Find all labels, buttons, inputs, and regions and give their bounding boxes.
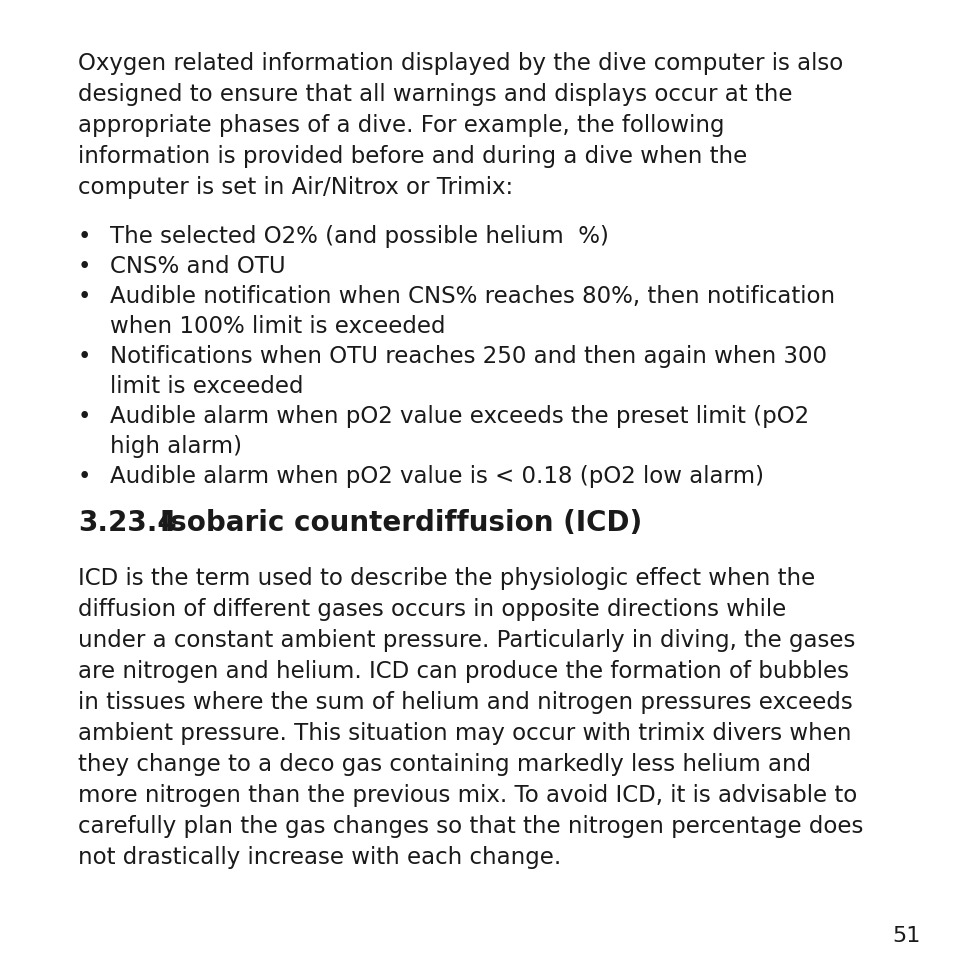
Text: more nitrogen than the previous mix. To avoid ICD, it is advisable to: more nitrogen than the previous mix. To … — [78, 783, 857, 806]
Text: carefully plan the gas changes so that the nitrogen percentage does: carefully plan the gas changes so that t… — [78, 814, 862, 837]
Text: •: • — [78, 345, 91, 368]
Text: they change to a deco gas containing markedly less helium and: they change to a deco gas containing mar… — [78, 752, 810, 775]
Text: under a constant ambient pressure. Particularly in diving, the gases: under a constant ambient pressure. Parti… — [78, 628, 855, 651]
Text: Oxygen related information displayed by the dive computer is also: Oxygen related information displayed by … — [78, 52, 842, 75]
Text: Audible notification when CNS% reaches 80%, then notification: Audible notification when CNS% reaches 8… — [110, 285, 834, 308]
Text: not drastically increase with each change.: not drastically increase with each chang… — [78, 845, 560, 868]
Text: The selected O2% (and possible helium  %): The selected O2% (and possible helium %) — [110, 225, 608, 248]
Text: Isobaric counterdiffusion (ICD): Isobaric counterdiffusion (ICD) — [160, 509, 641, 537]
Text: designed to ensure that all warnings and displays occur at the: designed to ensure that all warnings and… — [78, 83, 792, 106]
Text: Notifications when OTU reaches 250 and then again when 300: Notifications when OTU reaches 250 and t… — [110, 345, 826, 368]
Text: in tissues where the sum of helium and nitrogen pressures exceeds: in tissues where the sum of helium and n… — [78, 690, 852, 713]
Text: ambient pressure. This situation may occur with trimix divers when: ambient pressure. This situation may occ… — [78, 721, 851, 744]
Text: CNS% and OTU: CNS% and OTU — [110, 254, 285, 277]
Text: •: • — [78, 405, 91, 428]
Text: limit is exceeded: limit is exceeded — [110, 375, 303, 397]
Text: are nitrogen and helium. ICD can produce the formation of bubbles: are nitrogen and helium. ICD can produce… — [78, 659, 848, 682]
Text: information is provided before and during a dive when the: information is provided before and durin… — [78, 145, 746, 168]
Text: diffusion of different gases occurs in opposite directions while: diffusion of different gases occurs in o… — [78, 598, 785, 620]
Text: Audible alarm when pO2 value exceeds the preset limit (pO2: Audible alarm when pO2 value exceeds the… — [110, 405, 808, 428]
Text: 51: 51 — [891, 925, 920, 945]
Text: •: • — [78, 464, 91, 488]
Text: •: • — [78, 254, 91, 277]
Text: ICD is the term used to describe the physiologic effect when the: ICD is the term used to describe the phy… — [78, 566, 815, 589]
Text: •: • — [78, 285, 91, 308]
Text: 3.23.4: 3.23.4 — [78, 509, 176, 537]
Text: •: • — [78, 225, 91, 248]
Text: when 100% limit is exceeded: when 100% limit is exceeded — [110, 314, 445, 337]
Text: appropriate phases of a dive. For example, the following: appropriate phases of a dive. For exampl… — [78, 113, 723, 137]
Text: Audible alarm when pO2 value is < 0.18 (pO2 low alarm): Audible alarm when pO2 value is < 0.18 (… — [110, 464, 763, 488]
Text: computer is set in Air/Nitrox or Trimix:: computer is set in Air/Nitrox or Trimix: — [78, 175, 513, 199]
Text: high alarm): high alarm) — [110, 435, 242, 457]
